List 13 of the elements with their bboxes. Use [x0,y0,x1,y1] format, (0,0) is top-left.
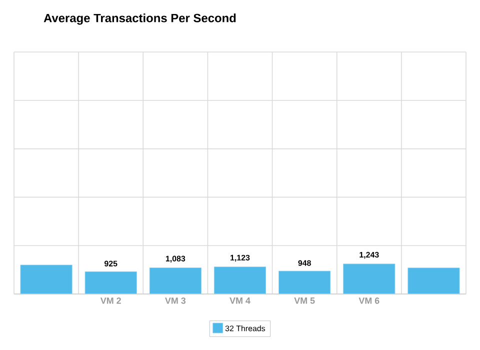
bar [343,264,396,294]
x-tick-label: VM 2 [100,298,121,304]
bar [214,266,266,294]
x-tick-label: VM 3 [165,298,186,304]
bar [278,270,331,294]
bar [84,271,137,294]
x-tick-label: VM 6 [358,298,380,304]
bar [408,268,460,294]
chart-title: Average Transactions Per Second [44,14,236,25]
x-tick-label: VM 5 [294,298,315,304]
bar [149,268,202,294]
x-tick-label: VM 4 [230,298,250,304]
bar [20,264,72,294]
